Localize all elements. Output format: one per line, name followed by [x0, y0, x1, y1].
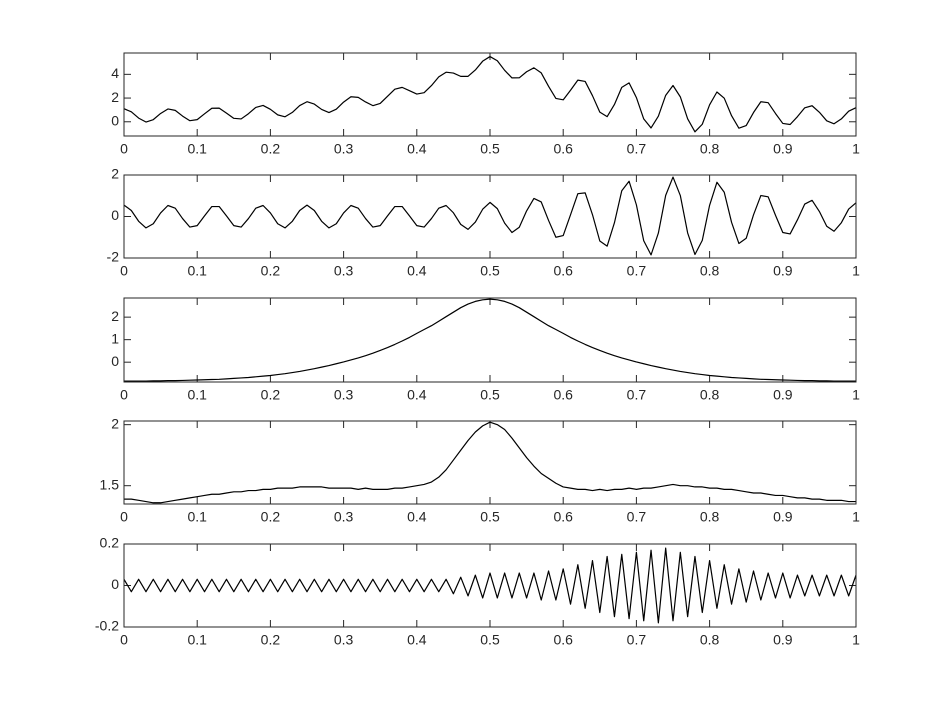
x-tick-label: 0 — [120, 509, 128, 525]
x-tick-label: 0 — [120, 387, 128, 403]
x-tick-label: 0.9 — [773, 141, 793, 157]
x-tick-label: 0.2 — [261, 387, 281, 403]
x-tick-label: 0.8 — [700, 263, 720, 279]
signal-line — [124, 298, 856, 382]
x-tick-label: 1 — [852, 632, 860, 648]
axes-frame — [123, 297, 857, 383]
x-tick-label: 0.6 — [553, 263, 573, 279]
y-tick-label: 1 — [111, 330, 119, 346]
x-tick-label: 0.7 — [627, 387, 647, 403]
x-tick-label: 0.1 — [187, 263, 207, 279]
x-tick-label: 0.8 — [700, 141, 720, 157]
x-tick-label: 0.7 — [627, 263, 647, 279]
y-tick-label: 0 — [111, 207, 119, 223]
y-tick-label: 2 — [111, 166, 119, 182]
x-tick-label: 0.5 — [480, 632, 500, 648]
axes-background — [124, 175, 856, 258]
x-tick-label: 0.7 — [627, 509, 647, 525]
x-tick-label: 0.8 — [700, 509, 720, 525]
x-tick-label: 0.4 — [407, 387, 427, 403]
axes-background — [124, 298, 856, 382]
y-tick-label: 0.2 — [100, 535, 120, 551]
x-tick-label: 0.4 — [407, 141, 427, 157]
axes-frame — [123, 52, 857, 137]
signal-line — [123, 55, 857, 133]
x-tick-label: 0.3 — [334, 141, 354, 157]
x-tick-label: 0.6 — [553, 141, 573, 157]
x-tick-label: 0.5 — [480, 387, 500, 403]
x-tick-label: 0.5 — [480, 509, 500, 525]
axes-frame — [123, 420, 857, 505]
x-tick-label: 0.1 — [187, 387, 207, 403]
signal-line — [123, 176, 857, 256]
y-tick-label: 0 — [111, 353, 119, 369]
signal-line — [124, 421, 856, 504]
x-tick-label: 0.2 — [261, 141, 281, 157]
axes-background — [124, 53, 856, 136]
x-tick-label: 0.6 — [553, 509, 573, 525]
x-tick-label: 0.3 — [334, 263, 354, 279]
x-tick-label: 0.1 — [187, 141, 207, 157]
x-tick-label: 0.3 — [334, 509, 354, 525]
x-tick-label: 0.9 — [773, 387, 793, 403]
x-tick-label: 0 — [120, 263, 128, 279]
x-tick-label: 0.2 — [261, 509, 281, 525]
axes-frame — [123, 174, 857, 259]
x-tick-label: 0.3 — [334, 632, 354, 648]
x-tick-label: 0.5 — [480, 263, 500, 279]
x-tick-label: 0.6 — [553, 387, 573, 403]
x-tick-label: 0.4 — [407, 632, 427, 648]
x-tick-label: 0.5 — [480, 141, 500, 157]
x-tick-label: 0.2 — [261, 263, 281, 279]
y-tick-label: 2 — [111, 89, 119, 105]
x-tick-label: 0.8 — [700, 387, 720, 403]
x-tick-label: 0.7 — [627, 141, 647, 157]
x-tick-label: 0.9 — [773, 263, 793, 279]
y-tick-label: -2 — [107, 249, 120, 265]
signal-line — [123, 547, 857, 624]
x-tick-label: 0.8 — [700, 632, 720, 648]
y-tick-label: 4 — [111, 65, 119, 81]
y-tick-label: 0 — [111, 112, 119, 128]
y-tick-label: 2 — [111, 308, 119, 324]
y-tick-label: 2 — [111, 415, 119, 431]
y-tick-label: 0 — [111, 576, 119, 592]
x-tick-label: 1 — [852, 509, 860, 525]
x-tick-label: 1 — [852, 387, 860, 403]
x-tick-label: 0 — [120, 141, 128, 157]
x-tick-label: 0.4 — [407, 509, 427, 525]
x-tick-label: 0.1 — [187, 632, 207, 648]
x-tick-label: 0.7 — [627, 632, 647, 648]
x-tick-label: 1 — [852, 263, 860, 279]
axes-background — [124, 544, 856, 627]
x-tick-label: 0.9 — [773, 632, 793, 648]
x-tick-label: 0.6 — [553, 632, 573, 648]
y-tick-label: -0.2 — [95, 618, 119, 634]
x-tick-label: 1 — [852, 141, 860, 157]
x-tick-label: 0.3 — [334, 387, 354, 403]
x-tick-label: 0.4 — [407, 263, 427, 279]
x-tick-label: 0 — [120, 632, 128, 648]
x-tick-label: 0.1 — [187, 509, 207, 525]
axes-frame — [123, 543, 857, 628]
x-tick-label: 0.2 — [261, 632, 281, 648]
x-tick-label: 0.9 — [773, 509, 793, 525]
y-tick-label: 1.5 — [100, 476, 120, 492]
